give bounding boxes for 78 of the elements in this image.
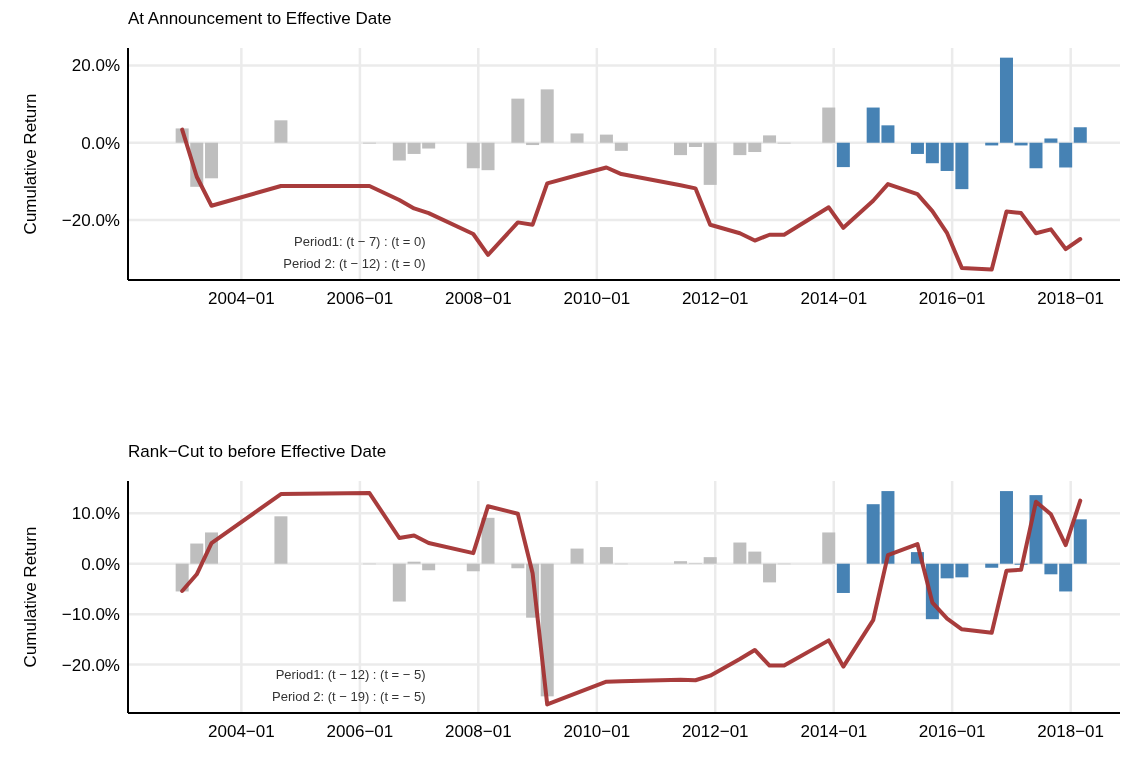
x-tick-label: 2014−01	[800, 289, 868, 308]
y-tick-label: −20.0%	[61, 655, 120, 675]
y-tick-label: −20.0%	[61, 211, 120, 231]
bar	[1059, 563, 1073, 592]
x-tick-label: 2018−01	[1037, 289, 1105, 308]
bar	[999, 57, 1013, 143]
bar	[570, 548, 584, 564]
annotation: Period1: (t − 7) : (t = 0)	[294, 234, 426, 249]
bar	[822, 532, 836, 564]
bar	[190, 543, 204, 564]
y-tick-label: 20.0%	[71, 56, 120, 76]
bar	[422, 563, 436, 571]
line-series	[180, 127, 1083, 272]
bar	[910, 142, 924, 154]
x-tick-label: 2010−01	[563, 722, 631, 741]
bar	[466, 563, 480, 572]
bar	[674, 142, 688, 156]
bar	[614, 142, 628, 151]
y-tick-label: −10.0%	[61, 605, 120, 625]
x-tick-label: 2004−01	[208, 289, 275, 308]
y-tick-label: 0.0%	[81, 554, 120, 574]
bar	[392, 563, 406, 602]
y-axis-title: Cumulative Return	[20, 93, 40, 235]
bar	[1073, 519, 1087, 564]
x-tick-label: 2006−01	[326, 289, 394, 308]
x-tick-label: 2006−01	[326, 722, 394, 741]
bar	[985, 563, 999, 568]
bar	[703, 142, 717, 185]
chart-title: At Announcement to Effective Date	[128, 9, 392, 28]
bar	[511, 98, 525, 143]
bar	[836, 563, 850, 593]
bar	[703, 557, 717, 564]
bar	[925, 142, 939, 164]
bar	[570, 133, 584, 143]
x-tick-label: 2004−01	[208, 722, 275, 741]
line-series	[180, 491, 1083, 707]
bar	[999, 491, 1013, 564]
bar	[748, 142, 762, 153]
x-tick-label: 2014−01	[800, 722, 868, 741]
y-axis-title: Cumulative Return	[20, 526, 40, 668]
chart-title: Rank−Cut to before Effective Date	[128, 442, 387, 461]
bar	[392, 142, 406, 161]
bar	[481, 142, 495, 171]
bar	[1044, 563, 1058, 575]
bar	[763, 563, 777, 583]
bar	[1059, 142, 1073, 168]
bar	[481, 517, 495, 564]
annotation: Period1: (t − 12) : (t = − 5)	[275, 667, 426, 682]
annotation: Period 2: (t − 12) : (t = 0)	[283, 256, 426, 271]
bar	[205, 142, 219, 179]
bar	[763, 135, 777, 143]
x-tick-label: 2016−01	[918, 289, 986, 308]
bar	[407, 561, 421, 564]
bar	[274, 516, 288, 564]
bar	[674, 561, 688, 564]
x-tick-label: 2008−01	[444, 722, 512, 741]
bar	[274, 120, 288, 143]
bar	[599, 134, 613, 143]
bar	[599, 547, 613, 564]
bar	[688, 142, 702, 147]
bar	[1044, 138, 1058, 143]
bar	[1073, 127, 1087, 143]
bar	[733, 142, 747, 156]
x-tick-label: 2010−01	[563, 289, 631, 308]
y-tick-label: 0.0%	[81, 133, 120, 153]
x-tick-label: 2016−01	[918, 722, 986, 741]
y-tick-label: 10.0%	[71, 504, 120, 524]
bar	[748, 551, 762, 564]
bar	[836, 142, 850, 168]
bar	[540, 89, 554, 143]
x-tick-label: 2008−01	[444, 289, 512, 308]
x-tick-label: 2018−01	[1037, 722, 1105, 741]
annotation: Period 2: (t − 19) : (t = − 5)	[272, 689, 426, 704]
x-tick-label: 2012−01	[681, 289, 749, 308]
x-tick-label: 2012−01	[681, 722, 749, 741]
bar	[733, 542, 747, 564]
bar	[466, 142, 480, 169]
bar	[822, 107, 836, 143]
